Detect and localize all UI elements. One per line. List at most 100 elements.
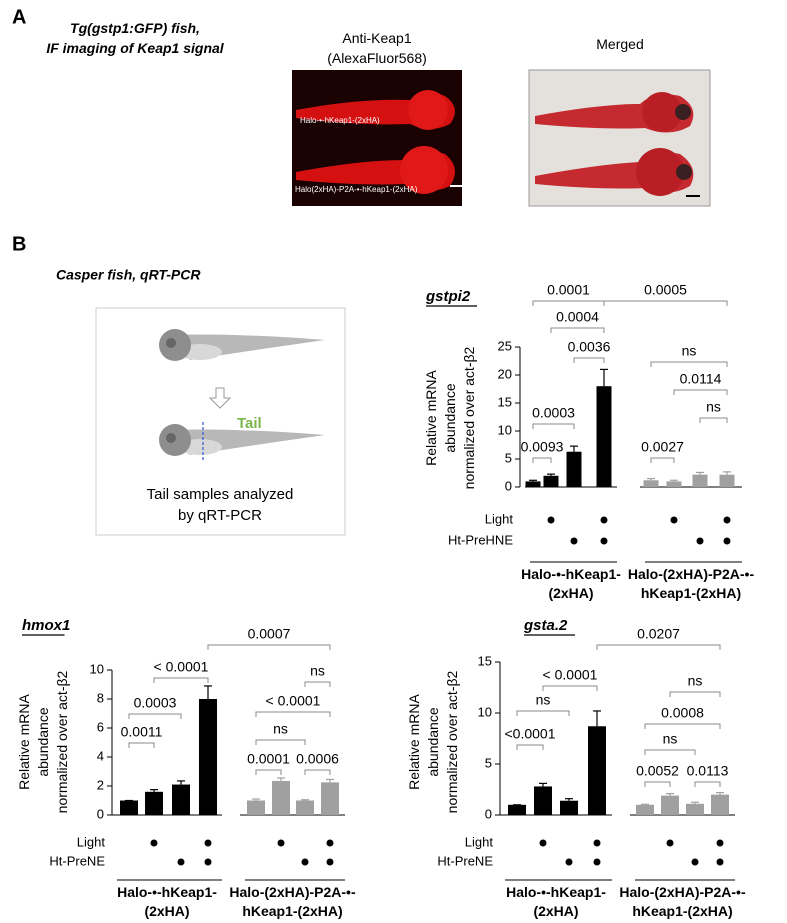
group-label-box: Halo-(2xHA)-P2A-•- hKeap1-(2xHA) [628, 566, 754, 601]
significance-bracket [255, 769, 282, 775]
condition-dot [547, 516, 555, 524]
significance-bracket [516, 744, 544, 750]
image-label: Halo-•-hKeap1-(2xHA) [300, 116, 380, 125]
significance-label: ns [682, 343, 697, 359]
significance-bracket [304, 681, 331, 687]
significance-label: 0.0003 [532, 405, 575, 421]
bar [666, 481, 682, 487]
significance-label: ns [273, 721, 288, 737]
significance-label: 0.0005 [644, 282, 687, 298]
y-tick-label: 25 [498, 338, 512, 353]
y-tick-label: 8 [97, 690, 104, 705]
y-tick-label: 0 [97, 806, 104, 821]
bar [643, 480, 659, 487]
bar [296, 800, 314, 815]
condition-dot [326, 858, 334, 866]
condition-dot [600, 516, 608, 524]
bar [508, 804, 526, 815]
y-tick-label: 10 [90, 661, 104, 676]
condition-dot [716, 858, 724, 866]
bar [199, 699, 217, 815]
bar [560, 800, 578, 815]
condition-dot [696, 537, 704, 545]
significance-bracket [128, 742, 155, 748]
group-label: Halo-•-hKeap1- (2xHA) [506, 884, 606, 919]
significance-bracket [603, 300, 728, 306]
diagram [95, 307, 346, 536]
bar [172, 784, 190, 815]
significance-label: 0.0011 [121, 724, 163, 740]
condition-dot [593, 858, 601, 866]
significance-label: 0.0001 [247, 751, 290, 767]
significance-label: 0.0052 [636, 763, 679, 779]
condition-dot [204, 839, 212, 847]
condition-dot [723, 516, 731, 524]
bar [636, 804, 654, 815]
bar [596, 386, 612, 487]
condition-dot [691, 858, 699, 866]
y-tick-label: 2 [97, 777, 104, 792]
bar [120, 800, 138, 815]
y-tick-label: 15 [498, 394, 512, 409]
y-tick-label: 0 [505, 478, 512, 493]
bar [719, 474, 735, 487]
significance-bracket [153, 677, 209, 683]
condition-dot [539, 839, 547, 847]
condition-label: Ht-PreNE [437, 853, 493, 868]
condition-dot [570, 537, 578, 545]
image-label: Halo(2xHA)-P2A-•-hKeap1-(2xHA) [295, 185, 418, 194]
significance-label: ns [310, 663, 325, 679]
bar [321, 782, 339, 815]
panel-title-box: Tg(gstp1:GFP) fish, IF imaging of Keap1 … [46, 20, 223, 56]
significance-bracket [532, 423, 575, 429]
condition-dot [150, 839, 158, 847]
condition-dot [177, 858, 185, 866]
condition-dot [326, 839, 334, 847]
bar [566, 451, 582, 487]
group-label: Halo-•-hKeap1- (2xHA) [117, 884, 217, 919]
significance-label: < 0.0001 [266, 693, 321, 709]
condition-dot [723, 537, 731, 545]
y-tick-label: 5 [505, 450, 512, 465]
condition-label: Light [77, 834, 106, 849]
significance-bracket [255, 739, 306, 745]
significance-label: < 0.0001 [154, 659, 209, 675]
bar [534, 786, 552, 815]
group-label: Halo-•-hKeap1- (2xHA) [521, 566, 621, 601]
condition-dot [593, 839, 601, 847]
condition-label: Ht-PreHNE [448, 532, 513, 547]
condition-label: Light [465, 834, 494, 849]
significance-bracket [644, 749, 696, 755]
bar [543, 475, 559, 487]
group-label-box: Halo-•-hKeap1- (2xHA) [506, 884, 606, 919]
y-axis-label-box: Relative mRNA abundance normalized over … [16, 671, 70, 814]
condition-dot [277, 839, 285, 847]
y-tick-label: 15 [478, 653, 492, 668]
y-tick-label: 6 [97, 719, 104, 734]
y-axis-label: Relative mRNA abundance normalized over … [423, 346, 477, 490]
significance-bracket [532, 457, 552, 463]
bar [661, 795, 679, 815]
image-title-box: Anti-Keap1 (AlexaFluor568) [327, 30, 427, 66]
y-tick-label: 10 [478, 704, 492, 719]
significance-bracket [207, 644, 331, 650]
bar [588, 726, 606, 815]
bar [247, 800, 265, 815]
significance-label: < 0.0001 [543, 667, 598, 683]
diagram-caption-box: Tail samples analyzed by qRT-PCR [146, 486, 294, 524]
significance-bracket [304, 769, 331, 775]
bar [525, 481, 541, 487]
bar [145, 791, 163, 815]
group-label-box: Halo-(2xHA)-P2A-•- hKeap1-(2xHA) [619, 884, 745, 919]
condition-dot [600, 537, 608, 545]
group-label-box: Halo-•-hKeap1- (2xHA) [521, 566, 621, 601]
significance-label: ns [663, 731, 678, 747]
diagram-caption: Tail samples analyzed by qRT-PCR [146, 486, 294, 524]
significance-bracket [573, 357, 605, 363]
group-label-box: Halo-•-hKeap1- (2xHA) [117, 884, 217, 919]
significance-bracket [596, 644, 721, 650]
chart-title: gsta.2 [523, 617, 568, 634]
bar [272, 780, 290, 815]
